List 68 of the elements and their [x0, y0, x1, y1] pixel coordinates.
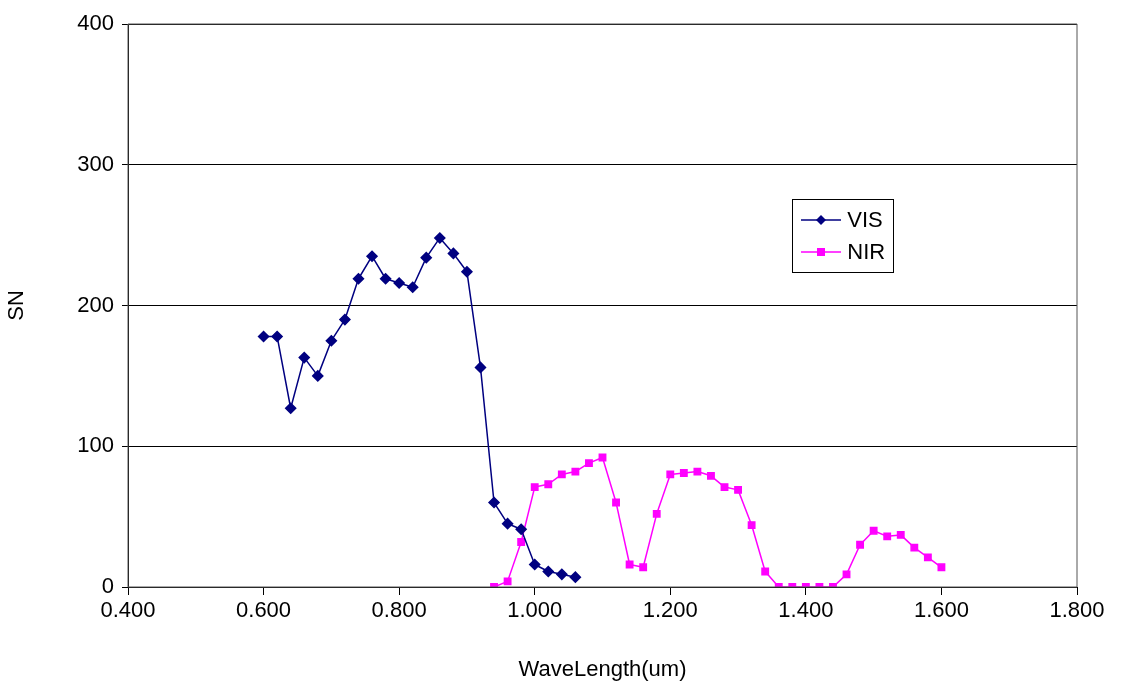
point [761, 567, 770, 576]
point [325, 334, 338, 347]
point [474, 361, 487, 374]
point [271, 330, 283, 343]
point [556, 568, 568, 581]
point [447, 247, 460, 260]
point [910, 543, 919, 552]
point [503, 577, 512, 586]
point [747, 521, 756, 529]
point [501, 517, 514, 530]
point [544, 480, 553, 489]
point [420, 251, 433, 264]
point [379, 273, 392, 285]
x-tick-label: 0.600 [236, 597, 292, 623]
y-axis-title: SN [3, 290, 29, 321]
x-tick-label: 0.400 [100, 597, 156, 623]
point [896, 530, 905, 539]
x-tick-label: 1.800 [1049, 597, 1105, 623]
point [937, 563, 946, 572]
point [720, 483, 729, 491]
x-tick-label: 1.400 [778, 597, 834, 623]
point [352, 273, 365, 285]
x-axis-title: WaveLength(um) [518, 655, 687, 681]
point [693, 467, 702, 476]
x-tick-label: 1.600 [913, 597, 969, 623]
point [707, 471, 715, 480]
point [312, 370, 324, 382]
point [639, 563, 648, 572]
legend-label: NIR [847, 238, 886, 265]
y-tick-label: 100 [77, 432, 114, 458]
point [542, 565, 555, 578]
point [461, 265, 473, 278]
point [923, 553, 932, 562]
point [298, 351, 310, 364]
y-tick-label: 400 [77, 10, 114, 36]
point [679, 469, 688, 477]
point [515, 523, 527, 536]
x-tick-label: 1.000 [507, 597, 563, 623]
point [652, 509, 661, 518]
y-tick-label: 200 [77, 291, 114, 317]
point [869, 526, 878, 535]
point [339, 313, 351, 326]
point [734, 485, 742, 494]
point [625, 560, 634, 569]
point [488, 496, 500, 509]
x-tick-label: 0.800 [371, 597, 427, 623]
point [530, 483, 539, 491]
point [434, 232, 446, 244]
point [366, 250, 378, 262]
legend-label: VIS [847, 206, 883, 233]
point [557, 470, 566, 479]
point [517, 538, 526, 546]
point [842, 570, 851, 579]
point [571, 467, 580, 476]
point [569, 571, 582, 583]
point [393, 277, 405, 289]
y-tick-label: 0 [101, 573, 114, 599]
point [585, 459, 593, 468]
point [883, 532, 892, 541]
y-tick-label: 300 [77, 150, 114, 176]
point [284, 402, 297, 414]
x-tick-label: 1.200 [642, 597, 698, 623]
point [406, 281, 419, 293]
point [612, 498, 620, 507]
point [666, 470, 675, 479]
point [257, 330, 270, 343]
point [856, 540, 865, 549]
point [528, 558, 541, 571]
